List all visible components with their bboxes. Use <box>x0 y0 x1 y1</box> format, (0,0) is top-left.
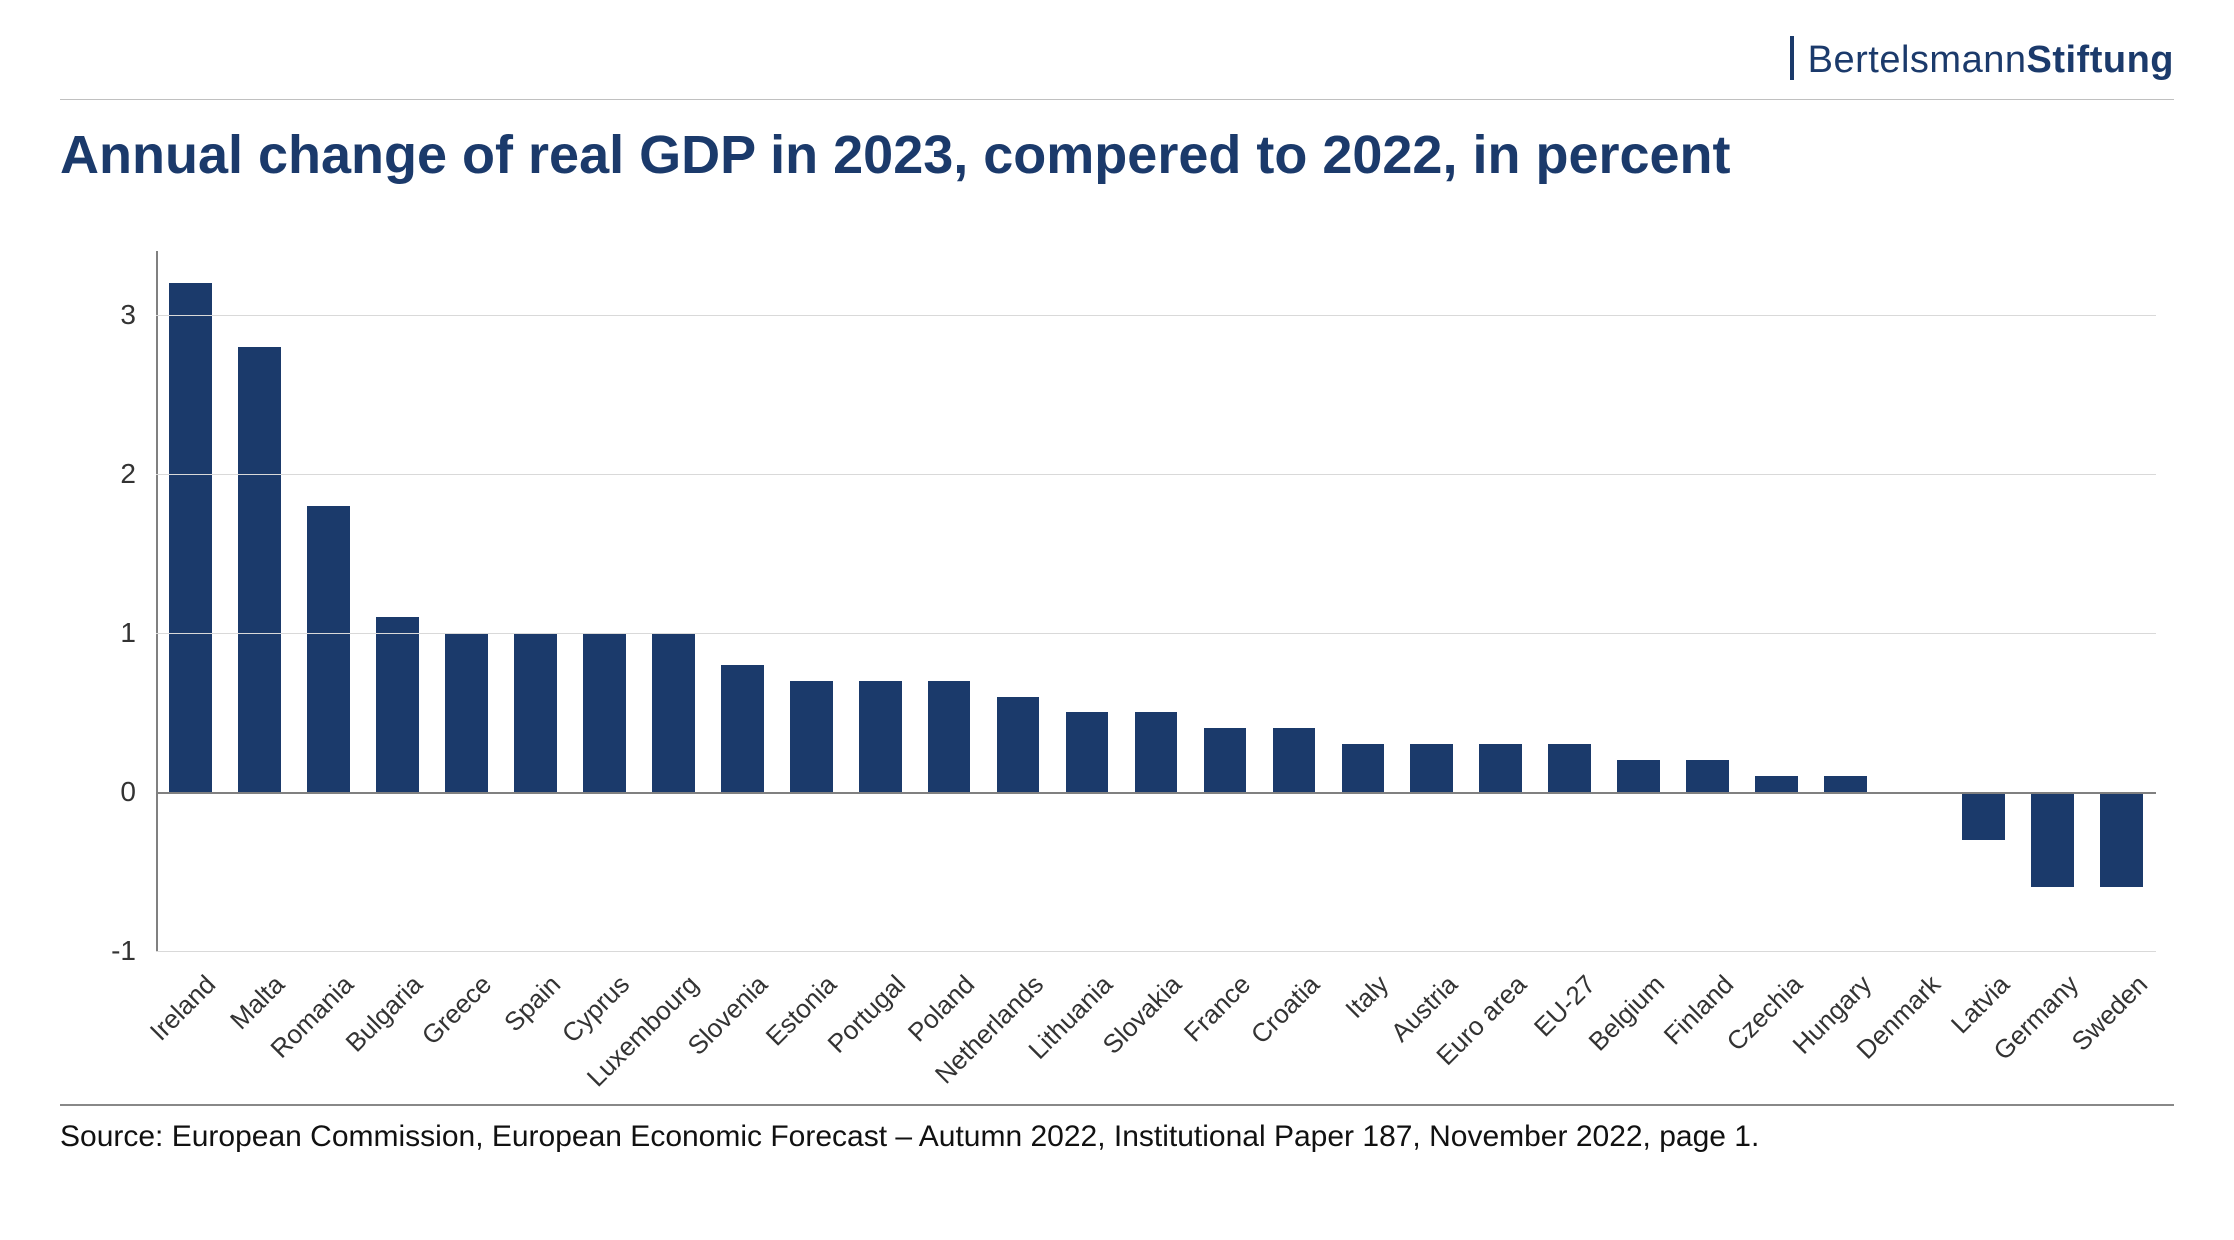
bar <box>859 681 902 792</box>
page: BertelsmannStiftung Annual change of rea… <box>0 0 2234 1240</box>
brand-logo: BertelsmannStiftung <box>1790 36 2174 82</box>
bar <box>445 633 488 792</box>
bar <box>721 665 764 792</box>
bar <box>1755 776 1798 792</box>
y-tick-label: -1 <box>96 935 150 967</box>
bar <box>238 347 281 792</box>
bar <box>790 681 833 792</box>
bar <box>307 506 350 792</box>
bar <box>1686 760 1729 792</box>
bar <box>514 633 557 792</box>
bar <box>1204 728 1247 792</box>
bar <box>1479 744 1522 792</box>
zero-line <box>156 792 2156 794</box>
bar <box>1342 744 1385 792</box>
bar <box>1410 744 1453 792</box>
y-tick-label: 0 <box>96 776 150 808</box>
plot-area: IrelandMaltaRomaniaBulgariaGreeceSpainCy… <box>156 251 2156 951</box>
bar <box>583 633 626 792</box>
bar <box>2031 792 2074 887</box>
bar <box>1135 712 1178 792</box>
brand-part1: Bertelsmann <box>1808 39 2027 81</box>
brand-separator <box>1790 36 1794 80</box>
gridline <box>156 951 2156 952</box>
bar <box>1548 744 1591 792</box>
bar <box>928 681 971 792</box>
bar <box>2100 792 2143 887</box>
bar <box>1617 760 1660 792</box>
y-tick-label: 3 <box>96 299 150 331</box>
bar <box>376 617 419 792</box>
bar-chart: IrelandMaltaRomaniaBulgariaGreeceSpainCy… <box>96 251 2156 951</box>
header: BertelsmannStiftung <box>60 30 2174 100</box>
brand-part2: Stiftung <box>2026 39 2174 81</box>
y-tick-label: 2 <box>96 458 150 490</box>
gridline <box>156 315 2156 316</box>
gridline <box>156 474 2156 475</box>
bar <box>997 697 1040 792</box>
bar <box>652 633 695 792</box>
bar <box>169 283 212 792</box>
chart-title: Annual change of real GDP in 2023, compe… <box>60 124 2174 186</box>
bar <box>1962 792 2005 840</box>
y-tick-label: 1 <box>96 617 150 649</box>
bar <box>1824 776 1867 792</box>
gridline <box>156 633 2156 634</box>
bar <box>1066 712 1109 792</box>
bar <box>1273 728 1316 792</box>
